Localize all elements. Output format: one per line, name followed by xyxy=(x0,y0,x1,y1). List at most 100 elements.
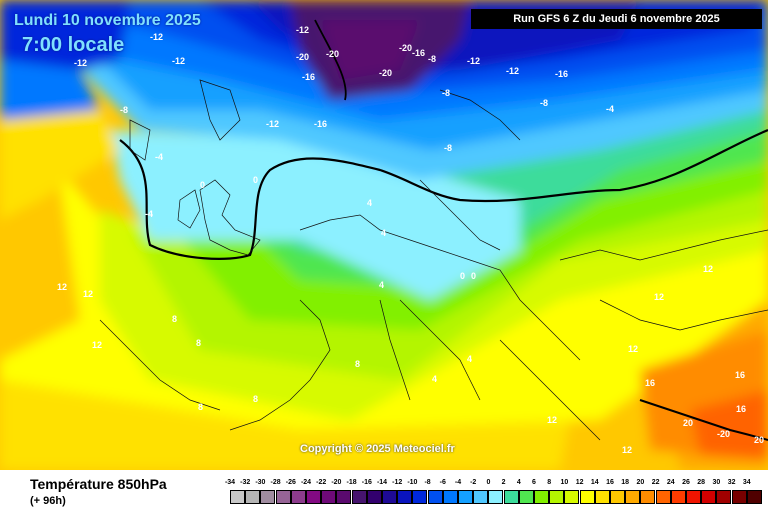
scale-swatch xyxy=(351,490,367,504)
map-label: -12 xyxy=(266,119,279,129)
map-label: -12 xyxy=(296,25,309,35)
scale-swatch xyxy=(625,490,641,504)
scale-tick: -14 xyxy=(376,479,388,486)
map-label: 0 xyxy=(200,180,205,190)
map-label: -8 xyxy=(540,98,548,108)
map-label: 4 xyxy=(381,228,386,238)
scale-swatch xyxy=(488,490,504,504)
scale-tick: -30 xyxy=(255,479,266,486)
map-label: 16 xyxy=(735,370,745,380)
map-label: -4 xyxy=(606,104,614,114)
map-label: 8 xyxy=(253,394,258,404)
map-label: 12 xyxy=(628,344,638,354)
scale-swatch xyxy=(534,490,549,504)
scale-tick: 14 xyxy=(590,479,599,486)
map-label: 0 xyxy=(460,271,465,281)
copyright: Copyright © 2025 Meteociel.fr xyxy=(300,443,455,455)
map-label: -16 xyxy=(302,72,315,82)
scale-swatch xyxy=(473,490,489,504)
scale-swatch xyxy=(594,490,610,504)
scale-swatch xyxy=(427,490,443,504)
legend-footer: Température 850hPa (+ 96h) -34 -32 -30 -28-… xyxy=(0,470,768,512)
scale-tick: -8 xyxy=(424,479,431,486)
scale-tick: 28 xyxy=(697,479,706,486)
scale-tick: 2 xyxy=(501,479,506,486)
map-label: 12 xyxy=(703,264,713,274)
map-label: -12 xyxy=(74,58,87,68)
scale-tick: 6 xyxy=(532,479,536,486)
scale-swatch xyxy=(412,490,428,504)
map-label: 4 xyxy=(432,374,437,384)
scale-swatch xyxy=(610,490,625,504)
scale-tick: 16 xyxy=(606,479,614,486)
scale-tick: -12 xyxy=(392,479,403,486)
map-label: 8 xyxy=(355,359,360,369)
map-label: -16 xyxy=(412,48,425,58)
map-label: 8 xyxy=(198,402,203,412)
map-label: 12 xyxy=(547,415,557,425)
scale-tick: 12 xyxy=(575,479,584,486)
scale-tick: -18 xyxy=(346,479,357,486)
map-label: 12 xyxy=(622,445,632,455)
scale-swatch xyxy=(655,490,671,504)
scale-swatch xyxy=(230,490,245,504)
map-label: 12 xyxy=(92,340,102,350)
temperature-map: -12 -12 -12 -12 -20 -20 -16 -20 -20 -16 … xyxy=(0,0,768,470)
scale-swatch xyxy=(260,490,276,504)
scale-swatch xyxy=(564,490,580,504)
scale-swatch xyxy=(397,490,413,504)
scale-swatch xyxy=(336,490,352,504)
scale-tick: 8 xyxy=(547,479,552,486)
map-label: 8 xyxy=(196,338,201,348)
map-label: 16 xyxy=(736,404,746,414)
scale-tick: -10 xyxy=(407,479,418,486)
map-label: -20 xyxy=(296,52,309,62)
map-label: -20 xyxy=(717,429,730,439)
scale-tick: -16 xyxy=(361,479,372,486)
color-scale: -34 -32 -30 -28 -26 -24 -22 -20 -18 -16 -14 -12 -10-… xyxy=(222,470,762,512)
map-label: -20 xyxy=(326,49,339,59)
scale-tick: -2 xyxy=(470,479,477,486)
scale-swatch xyxy=(716,490,732,504)
scale-tick: -26 xyxy=(285,479,296,486)
map-label: -20 xyxy=(379,68,392,78)
scale-swatch xyxy=(701,490,717,504)
scale-swatch xyxy=(245,490,261,504)
scale-swatch xyxy=(442,490,458,504)
scale-swatch xyxy=(640,490,656,504)
map-label: 4 xyxy=(379,280,384,290)
scale-tick: 30 xyxy=(712,479,721,486)
scale-swatch xyxy=(306,490,321,504)
map-label: -8 xyxy=(444,143,452,153)
map-label: -12 xyxy=(467,56,480,66)
map-label: -8 xyxy=(120,105,128,115)
scale-tick: 20 xyxy=(636,479,645,486)
scale-swatch xyxy=(503,490,519,504)
scale-tick: 26 xyxy=(682,479,690,486)
map-label: 16 xyxy=(645,378,655,388)
scale-tick: 22 xyxy=(651,479,660,486)
scale-tick: 4 xyxy=(516,479,521,486)
map-label: 0 xyxy=(253,175,258,185)
scale-swatch xyxy=(518,490,534,504)
map-label: -12 xyxy=(172,56,185,66)
scale-tick: 10 xyxy=(560,479,569,486)
map-label: 12 xyxy=(83,289,93,299)
map-label: -4 xyxy=(155,152,163,162)
scale-tick: 34 xyxy=(742,479,751,486)
scale-swatch xyxy=(731,490,747,504)
forecast-time: 7:00 locale xyxy=(22,34,125,56)
scale-swatch xyxy=(382,490,397,504)
scale-tick: 0 xyxy=(486,479,491,486)
map-label: -12 xyxy=(150,32,163,42)
map-label: -8 xyxy=(442,88,450,98)
map-label: 4 xyxy=(467,354,472,364)
scale-tick: 32 xyxy=(727,479,736,486)
map-label: 0 xyxy=(471,271,476,281)
map-label: -20 xyxy=(399,43,412,53)
map-label: 12 xyxy=(57,282,67,292)
scale-tick: -20 xyxy=(331,479,342,486)
map-label: -16 xyxy=(555,69,568,79)
scale-swatch xyxy=(579,490,595,504)
scale-swatch xyxy=(549,490,565,504)
